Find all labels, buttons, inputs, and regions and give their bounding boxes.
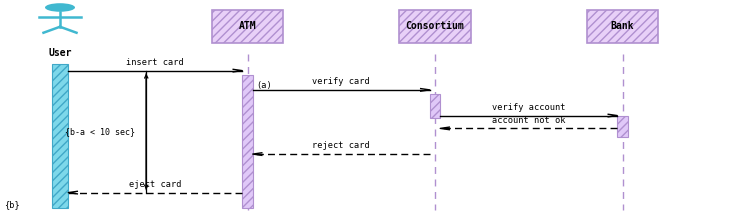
Circle shape	[45, 3, 75, 12]
Bar	[242, 75, 253, 208]
Bar	[52, 64, 68, 208]
Text: {b}: {b}	[4, 200, 20, 209]
Text: eject card: eject card	[129, 180, 182, 189]
Text: reject card: reject card	[312, 141, 370, 150]
Text: ATM: ATM	[238, 21, 256, 31]
Text: insert card: insert card	[126, 58, 184, 67]
Bar	[586, 10, 658, 43]
Bar	[430, 94, 440, 118]
Bar	[399, 10, 471, 43]
Text: User: User	[48, 48, 72, 58]
Text: verify card: verify card	[312, 77, 370, 86]
Text: {b-a < 10 sec}: {b-a < 10 sec}	[65, 127, 135, 136]
Text: Bank: Bank	[610, 21, 634, 31]
Text: (a): (a)	[256, 81, 272, 90]
Text: verify account: verify account	[492, 103, 566, 112]
Bar	[212, 10, 284, 43]
Bar	[617, 116, 628, 137]
Text: Consortium: Consortium	[406, 21, 464, 31]
Text: account not ok: account not ok	[492, 116, 566, 125]
